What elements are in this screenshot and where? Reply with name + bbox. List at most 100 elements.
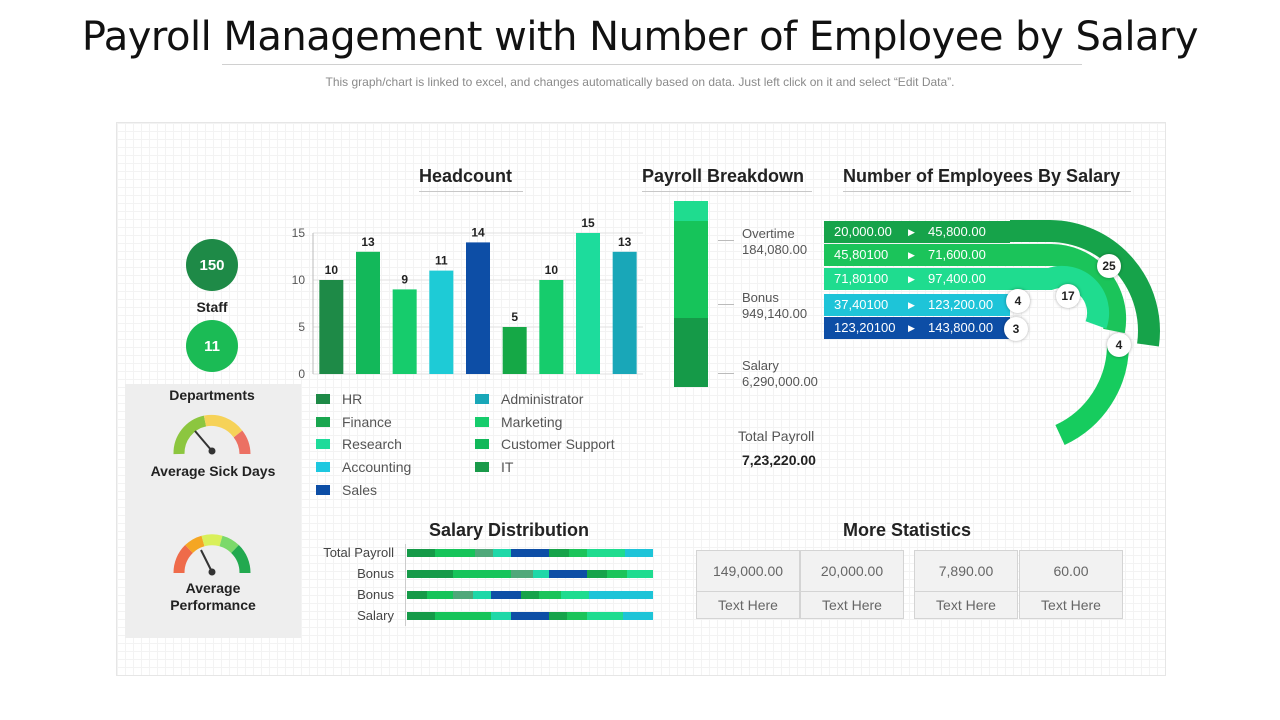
bonus-value: 949,140.00: [742, 306, 808, 321]
y-tick-label: 15: [292, 226, 306, 240]
stat-caption-4: Text Here: [1019, 591, 1123, 619]
sick-days-gauge-pivot: [208, 447, 216, 455]
legend-label-it: IT: [501, 459, 514, 475]
bar-it: [612, 251, 637, 374]
salary-range-row-1: 20,000.00 ▶ 45,800.00: [824, 221, 1010, 243]
legend-swatch-sales: [316, 485, 330, 495]
bar-value-label: 14: [471, 225, 485, 239]
legend-swatch-finance: [316, 417, 330, 427]
salary-range-to-2: 71,600.00: [928, 247, 986, 262]
salary-distribution-title: Salary Distribution: [429, 520, 590, 540]
legend-label-administrator: Administrator: [501, 391, 584, 407]
salary-label: Salary: [742, 358, 779, 373]
legend-swatch-research: [316, 439, 330, 449]
departments-label: Departments: [169, 387, 255, 403]
stat-value-1: 149,000.00: [696, 550, 800, 592]
payroll-breakdown-title: Payroll Breakdown: [642, 166, 805, 186]
performance-gauge-light-green-arc: [219, 535, 239, 554]
legend-swatch-accounting: [316, 462, 330, 472]
salary-range-from-2: 45,80100: [834, 247, 889, 262]
bonus-label: Bonus: [742, 290, 779, 305]
salary-ranges-title-underline: [843, 191, 1131, 192]
salary-range-to-1: 45,800.00: [928, 224, 986, 239]
salary-value: 6,290,000.00: [742, 374, 818, 389]
legend-label-sales: Sales: [342, 482, 378, 498]
bar-value-label: 9: [401, 272, 408, 286]
salary-arc-3: [1010, 265, 1110, 329]
performance-gauge-red-arc: [173, 545, 194, 574]
distribution-bar-bonus-2: [407, 591, 653, 599]
sick-days-gauge: [173, 414, 251, 455]
payroll-breakdown-title-underline: [642, 191, 812, 192]
title-divider: [222, 64, 1082, 65]
stat-value-3: 7,890.00: [914, 550, 1018, 592]
page-title: Payroll Management with Number of Employ…: [81, 14, 1199, 60]
sick-days-gauge-needle: [194, 430, 213, 452]
legend-swatch-customer-support: [475, 439, 489, 449]
salary-arc-2: [1010, 243, 1127, 334]
salary-range-from-5: 123,20100: [834, 320, 896, 335]
performance-gauge-pivot: [208, 568, 216, 576]
performance-gauge-green-arc: [230, 545, 251, 574]
payroll-segment-bonus: [674, 221, 708, 318]
gauges-panel: [125, 384, 301, 638]
bar-value-label: 5: [511, 310, 518, 324]
stat-value-2: 20,000.00: [800, 550, 904, 592]
legend-swatch-marketing: [475, 417, 489, 427]
y-tick-label: 5: [298, 320, 305, 334]
arrow-right-icon: ▶: [908, 227, 915, 237]
salary-count-badge-3: 4: [1107, 333, 1131, 357]
more-statistics-title: More Statistics: [843, 520, 972, 540]
sick-days-label: Average Sick Days: [150, 463, 276, 479]
salary-arcs: [1010, 220, 1160, 445]
overtime-connector: [718, 240, 734, 241]
legend-swatch-it: [475, 462, 489, 472]
salary-count-badge-5: 3: [1004, 317, 1028, 341]
performance-label-line1: Average: [185, 580, 241, 596]
overtime-entry: Overtime 184,080.00: [742, 226, 807, 258]
overtime-label: Overtime: [742, 226, 795, 241]
salary-range-row-4: 37,40100 ▶ 123,200.00: [824, 294, 1010, 316]
arrow-right-icon: ▶: [908, 250, 915, 260]
bar-value-label: 15: [581, 216, 595, 230]
staff-count-circle: 150: [186, 239, 238, 291]
legend-label-accounting: Accounting: [342, 459, 412, 475]
bar-value-label: 11: [435, 254, 448, 268]
payroll-segment-overtime: [674, 201, 708, 221]
payroll-stacked-bar: [674, 201, 708, 387]
performance-gauge-yellow-arc: [201, 534, 223, 547]
salary-ranges-title: Number of Employees By Salary: [843, 166, 1121, 186]
sick-days-gauge-red-arc: [233, 430, 251, 455]
bonus-connector: [718, 304, 734, 305]
performance-gauge-needle: [200, 549, 213, 573]
headcount-title: Headcount: [419, 166, 513, 186]
salary-range-row-5: 123,20100 ▶ 143,800.00: [824, 317, 1010, 339]
legend-swatch-hr: [316, 394, 330, 404]
legend-label-customer-support: Customer Support: [501, 436, 615, 452]
staff-count-value: 150: [199, 256, 225, 274]
performance-gauge-orange-arc: [185, 535, 205, 554]
salary-entry: Salary 6,290,000.00: [742, 358, 818, 390]
headcount-bar-chart: 0 5 10 15 10 13 9 11 14 5 10 15 13: [292, 216, 643, 381]
headcount-title-underline: [419, 191, 523, 192]
bar-finance: [356, 251, 380, 374]
distribution-bar-total-payroll: [407, 549, 653, 557]
page-subtitle: This graph/chart is linked to excel, and…: [325, 75, 955, 89]
y-tick-label: 0: [298, 367, 305, 381]
salary-range-to-3: 97,400.00: [928, 271, 986, 286]
stat-caption-1: Text Here: [696, 591, 800, 619]
stat-caption-3: Text Here: [914, 591, 1018, 619]
arrow-right-icon: ▶: [908, 274, 915, 284]
performance-label-line2: Performance: [170, 597, 256, 613]
salary-connector: [718, 373, 734, 374]
salary-range-from-4: 37,40100: [834, 297, 889, 312]
salary-range-from-3: 71,80100: [834, 271, 889, 286]
bar-value-label: 13: [361, 235, 375, 249]
sick-days-gauge-yellow-arc: [203, 414, 243, 438]
distribution-bar-bonus-1: [407, 570, 653, 578]
distribution-label-salary: Salary: [357, 608, 394, 623]
salary-arc-4: [1055, 344, 1129, 445]
legend-label-hr: HR: [342, 391, 363, 407]
stat-value-4: 60.00: [1019, 550, 1123, 592]
legend-label-marketing: Marketing: [501, 414, 563, 430]
